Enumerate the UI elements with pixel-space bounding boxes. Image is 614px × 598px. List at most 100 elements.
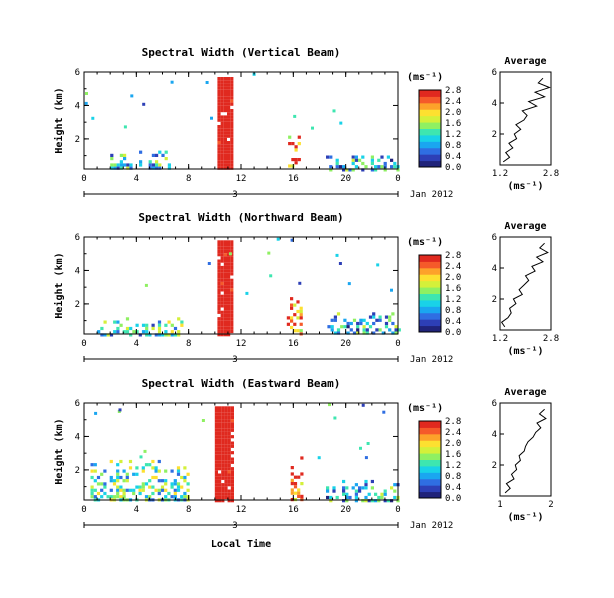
heatmap-cell — [393, 489, 397, 493]
heatmap-cell — [227, 301, 231, 305]
heatmap-cell — [230, 96, 234, 100]
heatmap-cell — [217, 253, 221, 257]
heatmap-cell — [122, 479, 126, 483]
heatmap-cell — [230, 291, 234, 295]
heatmap-cell — [148, 485, 152, 489]
heatmap-cell — [128, 488, 133, 492]
heatmap-cell — [396, 499, 400, 503]
heatmap-cell — [116, 463, 120, 467]
heatmap-cell — [290, 491, 294, 495]
average-title: Average — [504, 221, 546, 232]
heatmap-cell — [217, 294, 221, 298]
heatmap-cell — [224, 441, 228, 445]
heatmap-cell — [370, 486, 374, 490]
heatmap-cell — [326, 486, 330, 490]
heatmap-cell — [230, 166, 234, 170]
heatmap-cell — [224, 444, 228, 448]
heatmap-cell — [335, 158, 339, 162]
heatmap-cell — [358, 158, 362, 162]
heatmap-cell — [100, 333, 104, 337]
heatmap-cell — [230, 259, 234, 263]
colorbar: 0.00.40.81.21.62.02.42.8 — [418, 417, 461, 504]
heatmap-cell — [333, 318, 337, 322]
heatmap-cell — [218, 454, 222, 458]
heatmap-cell — [366, 442, 370, 445]
heatmap-cell — [148, 463, 152, 467]
heatmap-cell — [223, 272, 227, 276]
heatmap-cell — [342, 486, 346, 490]
heatmap-cell — [214, 492, 218, 496]
x-tick-label: 0 — [395, 339, 400, 349]
heatmap-cell — [290, 482, 294, 486]
heatmap-cell — [345, 495, 349, 500]
heatmap-cell — [221, 444, 225, 448]
heatmap-cell — [380, 492, 384, 496]
heatmap-cell — [214, 470, 218, 474]
heatmap-cell — [224, 428, 228, 432]
heatmap-cell — [230, 301, 234, 305]
heatmap-cell — [227, 153, 231, 157]
heatmap-cell — [221, 425, 225, 429]
heatmap-cell — [116, 475, 120, 480]
heatmap-cell — [227, 89, 231, 93]
heatmap-cell — [227, 470, 231, 474]
heatmap-cell — [227, 499, 231, 503]
heatmap-cell — [141, 323, 146, 327]
heatmap-cell — [180, 475, 184, 480]
heatmap-cell — [220, 93, 224, 97]
heatmap-cell — [148, 479, 152, 483]
heatmap-cell — [372, 331, 376, 335]
heatmap-cell — [351, 161, 355, 166]
heatmap-cell — [173, 495, 177, 499]
heatmap-cell — [361, 155, 365, 159]
heatmap-cell — [227, 463, 231, 468]
heatmap-cell — [333, 331, 337, 335]
heatmap-cell — [384, 321, 389, 326]
heatmap-cell — [330, 318, 334, 322]
heatmap-cell — [297, 158, 301, 162]
heatmap-cell — [224, 467, 228, 471]
colorbar-tick-label: 0.4 — [445, 483, 461, 493]
heatmap-cell — [288, 142, 292, 146]
x-tick-label: 16 — [288, 505, 299, 515]
heatmap-cell — [141, 482, 145, 486]
heatmap-cell — [135, 330, 139, 334]
heatmap-cell — [217, 157, 221, 161]
heatmap-cell — [217, 115, 221, 119]
heatmap-cell — [230, 415, 234, 420]
heatmap-cell — [221, 406, 225, 410]
average-x-tick-label: 2.8 — [543, 169, 559, 179]
heatmap-cell — [223, 96, 227, 100]
x-tick-label: 12 — [236, 339, 247, 349]
heatmap-cells — [84, 72, 400, 172]
heatmap-cell — [119, 475, 123, 480]
heatmap-cell — [221, 419, 225, 423]
y-tick-label: 6 — [75, 233, 80, 243]
heatmap-cell — [386, 499, 390, 503]
heatmap-cell — [223, 253, 227, 257]
heatmap-cell — [218, 412, 222, 416]
heatmap-cell — [214, 467, 218, 471]
heatmap-cell — [123, 157, 127, 161]
heatmap-cell — [220, 141, 224, 145]
heatmap-cell — [290, 466, 294, 470]
heatmap-cell — [119, 153, 123, 157]
heatmap-cell — [223, 93, 227, 97]
heatmap-cell — [173, 479, 177, 483]
heatmap-cell — [122, 495, 126, 499]
heatmap-cell — [176, 485, 181, 489]
heatmap-cell — [221, 457, 225, 461]
heatmap-cell — [217, 128, 221, 132]
heatmap-cell — [220, 329, 224, 334]
heatmap-cell — [224, 406, 228, 410]
heatmap-cell — [329, 495, 333, 500]
heatmap-cell — [362, 325, 366, 329]
average-y-tick-label: 2 — [492, 295, 497, 305]
heatmap-cell — [227, 495, 231, 500]
average-y-tick-label: 4 — [492, 99, 497, 109]
heatmap-cell — [122, 488, 126, 492]
heatmap-cell — [380, 495, 384, 500]
heatmap-cell — [214, 451, 218, 455]
colorbar-swatch — [419, 306, 441, 314]
heatmap-cell — [291, 158, 295, 162]
